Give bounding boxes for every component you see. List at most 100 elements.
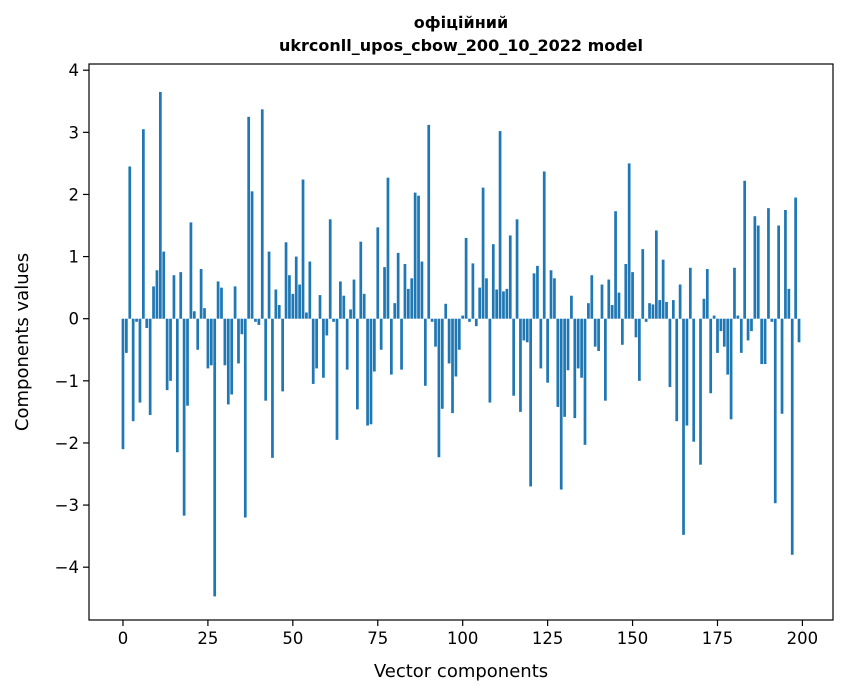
bar-component-185 <box>750 319 753 331</box>
bar-component-170 <box>699 319 702 465</box>
x-tick-label: 25 <box>197 629 218 648</box>
bar-component-82 <box>400 319 403 370</box>
bar-component-171 <box>703 299 706 319</box>
bar-component-102 <box>468 319 471 322</box>
bar-component-79 <box>390 319 393 375</box>
bar-component-189 <box>764 319 767 364</box>
bar-component-151 <box>635 319 638 338</box>
bar-component-78 <box>387 178 390 319</box>
bar-component-71 <box>363 294 366 319</box>
bar-component-38 <box>251 191 254 318</box>
bar-component-140 <box>597 319 600 351</box>
bar-component-84 <box>407 289 410 319</box>
bar-component-85 <box>410 278 413 318</box>
bar-component-12 <box>162 252 165 319</box>
bar-component-107 <box>485 278 488 318</box>
bar-component-40 <box>258 319 261 325</box>
bar-component-49 <box>288 275 291 318</box>
bar-component-22 <box>196 319 199 350</box>
x-tick-label: 175 <box>702 629 734 648</box>
bar-component-20 <box>190 222 193 318</box>
bar-component-27 <box>213 319 216 597</box>
y-tick-label: 0 <box>69 310 80 329</box>
bar-component-143 <box>607 280 610 319</box>
bar-component-103 <box>472 263 475 318</box>
bar-component-142 <box>604 319 607 401</box>
bar-component-45 <box>274 290 277 319</box>
bar-component-61 <box>329 219 332 318</box>
bar-component-177 <box>723 319 726 347</box>
bar-component-190 <box>767 208 770 319</box>
bar-component-145 <box>614 211 617 318</box>
bar-component-34 <box>237 319 240 364</box>
x-tick-label: 200 <box>787 629 819 648</box>
y-axis-label: Components values <box>12 253 33 431</box>
bar-component-98 <box>455 319 458 377</box>
x-tick-label: 50 <box>282 629 303 648</box>
bar-component-138 <box>590 275 593 318</box>
bar-component-0 <box>122 319 125 449</box>
bar-component-25 <box>207 319 210 369</box>
y-tick-label: −1 <box>55 372 79 391</box>
bar-component-94 <box>441 319 444 409</box>
bar-component-77 <box>383 267 386 319</box>
bar-component-19 <box>186 319 189 406</box>
bar-component-132 <box>570 296 573 319</box>
bar-component-164 <box>679 285 682 319</box>
bar-component-182 <box>740 319 743 353</box>
bar-component-147 <box>621 319 624 345</box>
bar-component-127 <box>553 278 556 318</box>
bar-component-105 <box>478 288 481 319</box>
bar-component-188 <box>760 319 763 364</box>
bar-component-117 <box>519 319 522 412</box>
bar-component-139 <box>594 319 597 347</box>
bar-component-48 <box>285 242 288 318</box>
bar-component-58 <box>319 295 322 319</box>
bar-component-24 <box>203 308 206 319</box>
bar-component-81 <box>397 253 400 319</box>
x-tick-label: 150 <box>617 629 649 648</box>
bar-component-159 <box>662 260 665 319</box>
bar-component-186 <box>754 216 757 319</box>
bar-component-37 <box>247 117 250 319</box>
bar-component-181 <box>737 316 740 319</box>
bar-component-158 <box>658 300 661 319</box>
bar-component-8 <box>149 319 152 415</box>
bar-component-135 <box>580 319 583 378</box>
bar-component-112 <box>502 291 505 318</box>
bar-component-93 <box>438 319 441 458</box>
bar-component-67 <box>349 309 352 318</box>
bar-component-161 <box>669 319 672 387</box>
bars-group <box>122 92 801 596</box>
bar-component-174 <box>713 316 716 319</box>
bar-component-35 <box>241 319 244 335</box>
bar-component-46 <box>278 305 281 319</box>
y-tick-label: 3 <box>69 123 80 142</box>
bar-component-120 <box>529 319 532 487</box>
bar-component-165 <box>682 319 685 535</box>
bar-component-176 <box>720 319 723 331</box>
bar-component-5 <box>139 319 142 403</box>
bar-component-36 <box>244 319 247 518</box>
bar-component-109 <box>492 244 495 319</box>
bar-component-96 <box>448 319 451 364</box>
bar-component-86 <box>414 193 417 319</box>
bar-component-59 <box>322 319 325 378</box>
bar-component-194 <box>781 319 784 414</box>
y-tick-label: 4 <box>69 61 80 80</box>
bar-component-74 <box>373 319 376 372</box>
bar-component-16 <box>176 319 179 453</box>
bar-component-154 <box>645 319 648 322</box>
bar-component-92 <box>434 319 437 347</box>
bar-component-146 <box>618 293 621 319</box>
bar-component-166 <box>686 319 689 426</box>
bar-component-183 <box>743 181 746 319</box>
bar-component-121 <box>533 273 536 318</box>
bar-component-111 <box>499 131 502 319</box>
x-tick-label: 0 <box>118 629 129 648</box>
bar-component-68 <box>353 280 356 319</box>
bar-component-133 <box>573 319 576 418</box>
bar-component-115 <box>512 319 515 396</box>
bar-component-2 <box>128 167 131 319</box>
